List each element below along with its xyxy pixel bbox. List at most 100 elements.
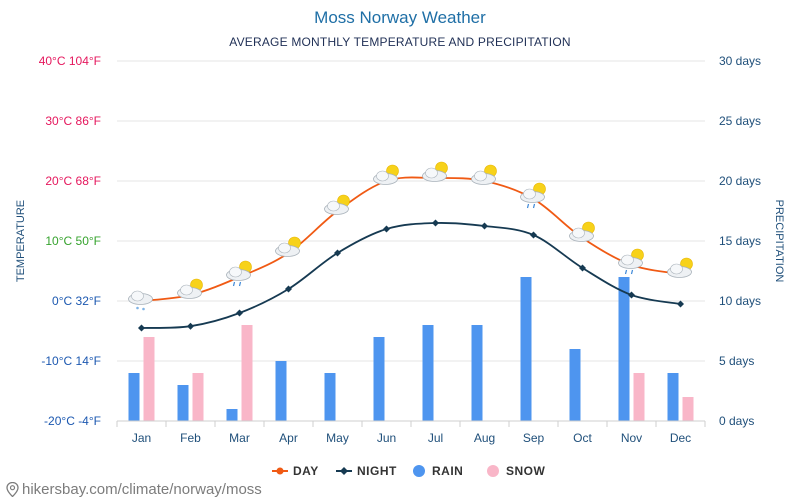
rain-bar bbox=[177, 385, 189, 421]
legend-night-diamond bbox=[340, 467, 348, 475]
temperature-tick-label: -10°C 14°F bbox=[41, 354, 101, 368]
month-label: Aug bbox=[474, 431, 495, 445]
precipitation-bars bbox=[128, 277, 694, 421]
snow-bar bbox=[192, 373, 204, 421]
cloud-sun-icon bbox=[373, 164, 399, 185]
location-pin-icon bbox=[6, 482, 19, 497]
month-label: Feb bbox=[180, 431, 201, 445]
night-point bbox=[579, 264, 586, 272]
snow-flake bbox=[142, 307, 145, 311]
precipitation-tick-label: 5 days bbox=[719, 354, 754, 368]
legend-item-night: NIGHT bbox=[336, 464, 397, 478]
month-label: May bbox=[326, 431, 349, 445]
cloud-sun-icon bbox=[275, 236, 301, 257]
snow-bar bbox=[143, 337, 155, 421]
cloud-sun-icon bbox=[667, 257, 693, 278]
day-line bbox=[141, 176, 681, 302]
precipitation-axis: 30 days 25 days 20 days 15 days 10 days 5 day… bbox=[719, 54, 761, 428]
temperature-tick-label: 40°C 104°F bbox=[39, 54, 101, 68]
rain-drop bbox=[630, 269, 634, 275]
rain-drop bbox=[238, 281, 242, 287]
cloud-puff bbox=[376, 170, 389, 182]
temperature-tick-label: -20°C -4°F bbox=[44, 414, 101, 428]
cloud-sun-icon bbox=[324, 194, 350, 215]
legend-label: RAIN bbox=[432, 464, 463, 478]
rain-bar bbox=[471, 325, 483, 421]
cloud-snow-icon bbox=[128, 290, 153, 311]
night-point bbox=[187, 322, 194, 330]
precipitation-tick-label: 15 days bbox=[719, 234, 761, 248]
legend-item-rain: RAIN bbox=[413, 464, 463, 478]
snow-bar bbox=[682, 397, 694, 421]
rain-drop bbox=[232, 281, 236, 287]
rain-drop bbox=[532, 203, 536, 209]
precipitation-tick-label: 10 days bbox=[719, 294, 761, 308]
night-point bbox=[285, 285, 292, 293]
precipitation-tick-label: 30 days bbox=[719, 54, 761, 68]
month-label: Jun bbox=[377, 431, 396, 445]
legend-day-dot bbox=[276, 467, 284, 475]
cloud-sun-icon bbox=[471, 164, 497, 185]
night-point bbox=[236, 309, 243, 317]
chart-subtitle: AVERAGE MONTHLY TEMPERATURE AND PRECIPIT… bbox=[229, 35, 571, 49]
rain-drop bbox=[624, 269, 628, 275]
temperature-tick-label: 20°C 68°F bbox=[45, 174, 101, 188]
legend: DAY NIGHT RAIN SNOW bbox=[272, 464, 546, 478]
month-label: Jul bbox=[428, 431, 443, 445]
rain-bar bbox=[667, 373, 679, 421]
rain-bar bbox=[373, 337, 385, 421]
cloud-puff bbox=[523, 188, 536, 200]
cloud-puff bbox=[278, 242, 291, 254]
night-line bbox=[141, 222, 681, 329]
temperature-axis-label: TEMPERATURE bbox=[15, 200, 27, 282]
legend-rain-dot bbox=[413, 465, 425, 477]
rain-drop bbox=[526, 203, 530, 209]
legend-snow-dot bbox=[487, 465, 499, 477]
temperature-tick-label: 10°C 50°F bbox=[45, 234, 101, 248]
cloud-puff bbox=[670, 263, 683, 275]
precipitation-tick-label: 25 days bbox=[719, 114, 761, 128]
month-label: Mar bbox=[229, 431, 250, 445]
night-point bbox=[628, 291, 635, 299]
temperature-tick-label: 30°C 86°F bbox=[45, 114, 101, 128]
cloud-puff bbox=[572, 227, 585, 239]
cloud-puff bbox=[474, 170, 487, 182]
snow-bar bbox=[633, 373, 645, 421]
snow-bar bbox=[241, 325, 253, 421]
night-point bbox=[334, 249, 341, 257]
legend-label: SNOW bbox=[506, 464, 546, 478]
cloud-puff bbox=[621, 254, 634, 266]
rain-bar bbox=[520, 277, 532, 421]
month-label: Dec bbox=[670, 431, 691, 445]
month-label: Oct bbox=[573, 431, 592, 445]
weather-icons bbox=[128, 161, 693, 311]
legend-item-day: DAY bbox=[272, 464, 319, 478]
night-point bbox=[432, 219, 439, 227]
night-point bbox=[481, 222, 488, 230]
rain-bar bbox=[128, 373, 140, 421]
precipitation-tick-label: 0 days bbox=[719, 414, 754, 428]
cloud-sun-rain-icon bbox=[520, 182, 546, 209]
month-label: Nov bbox=[621, 431, 642, 445]
rain-bar bbox=[618, 277, 630, 421]
cloud-puff bbox=[180, 284, 193, 296]
month-axis: Jan Feb Mar Apr May Jun Jul Aug Sep Oct Nov Dec bbox=[116, 420, 706, 445]
watermark[interactable]: hikersbay.com/climate/norway/moss bbox=[6, 481, 262, 498]
cloud-sun-icon bbox=[177, 278, 203, 299]
legend-item-snow: SNOW bbox=[487, 464, 546, 478]
cloud-puff bbox=[425, 167, 438, 179]
cloud-sun-rain-icon bbox=[618, 248, 644, 275]
legend-label: DAY bbox=[293, 464, 319, 478]
legend-label: NIGHT bbox=[357, 464, 397, 478]
temperature-axis: 40°C 104°F 30°C 86°F 20°C 68°F 10°C 50°F 0°C… bbox=[39, 54, 101, 428]
rain-bar bbox=[324, 373, 336, 421]
cloud-puff bbox=[229, 266, 242, 278]
month-label: Sep bbox=[523, 431, 545, 445]
rain-bar bbox=[275, 361, 287, 421]
night-point bbox=[677, 300, 684, 308]
month-label: Apr bbox=[279, 431, 298, 445]
night-point bbox=[138, 324, 145, 332]
cloud-sun-icon bbox=[569, 221, 595, 242]
month-label: Jan bbox=[132, 431, 151, 445]
